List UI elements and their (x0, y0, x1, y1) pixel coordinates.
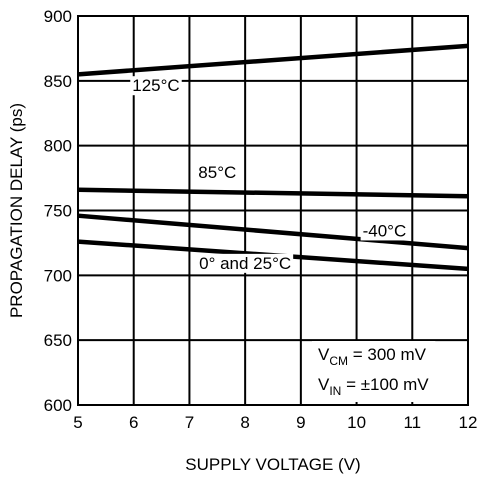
y-tick-label: 800 (44, 137, 72, 156)
annotation-vcm: VCM = 300 mV (318, 345, 427, 368)
x-tick-label: 8 (240, 413, 249, 432)
plot-frame (77, 15, 469, 406)
x-tick-label: 10 (347, 413, 366, 432)
y-tick-label: 750 (44, 202, 72, 221)
x-tick-label: 6 (129, 413, 138, 432)
series-line (77, 213, 469, 251)
annotation-box (312, 341, 436, 402)
series-labels: 125°C 85°C -40°C 0° and 25°C (130, 76, 409, 273)
series-label: 85°C (198, 163, 236, 182)
y-tick-label: 900 (44, 7, 72, 26)
series-label-bg (197, 253, 294, 273)
annotation-vin: VIN = ±100 mV (318, 375, 429, 398)
y-tick-label: 700 (44, 266, 72, 285)
y-tick-label: 600 (44, 396, 72, 415)
x-tick-label: 9 (296, 413, 305, 432)
y-tick-labels: 600 650 700 750 800 850 900 (44, 7, 72, 415)
y-tick-label: 850 (44, 72, 72, 91)
y-tick-label: 650 (44, 331, 72, 350)
x-tick-label: 11 (403, 413, 421, 432)
x-tick-labels: 5 6 7 8 9 10 11 12 (73, 413, 477, 432)
series-label-bg (196, 163, 239, 183)
series-line (77, 187, 469, 199)
series-label-bg (360, 221, 409, 241)
x-tick-label: 12 (459, 413, 478, 432)
series-label-bg (130, 76, 182, 96)
x-axis-label: SUPPLY VOLTAGE (V) (185, 455, 360, 474)
x-tick-label: 5 (73, 413, 82, 432)
series-label: 125°C (132, 76, 179, 95)
series-label: 0° and 25°C (199, 254, 291, 273)
series-line (77, 43, 469, 77)
series-label: -40°C (363, 221, 407, 240)
y-axis-label: PROPAGATION DELAY (ps) (7, 103, 26, 318)
x-tick-label: 7 (185, 413, 194, 432)
